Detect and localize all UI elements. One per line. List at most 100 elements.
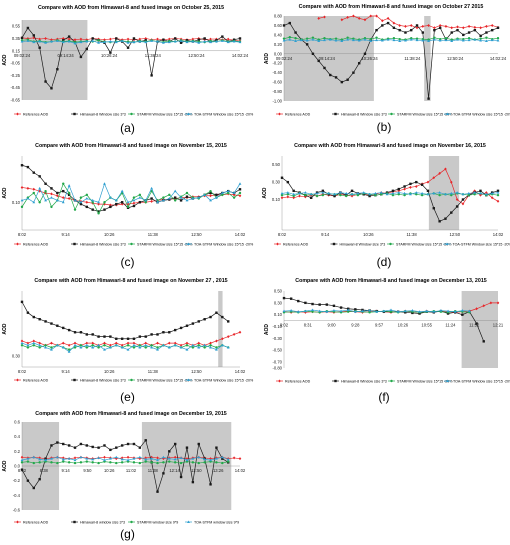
data-point bbox=[179, 475, 183, 479]
data-point bbox=[392, 26, 396, 30]
data-point bbox=[362, 191, 366, 194]
data-point bbox=[173, 328, 177, 332]
data-point bbox=[132, 198, 136, 202]
data-point bbox=[450, 193, 453, 197]
data-point bbox=[79, 345, 83, 349]
data-point bbox=[280, 191, 284, 195]
data-point bbox=[38, 46, 41, 49]
data-point bbox=[132, 343, 136, 347]
data-point bbox=[103, 335, 106, 338]
data-point bbox=[221, 315, 224, 319]
data-point bbox=[150, 333, 153, 336]
data-point bbox=[197, 345, 201, 349]
legend-label: STARFM Window size 15*15 -20% bbox=[397, 112, 453, 116]
data-point bbox=[473, 193, 476, 196]
series-4 bbox=[282, 38, 500, 43]
data-point bbox=[479, 191, 482, 195]
data-point bbox=[162, 198, 165, 202]
data-point bbox=[381, 24, 384, 27]
data-point bbox=[292, 189, 295, 193]
panel-label: (c) bbox=[121, 255, 135, 269]
data-point bbox=[114, 198, 118, 202]
data-point bbox=[209, 315, 212, 319]
data-point bbox=[38, 461, 41, 464]
series-4 bbox=[20, 341, 230, 353]
data-point bbox=[467, 36, 471, 40]
data-point bbox=[73, 461, 77, 465]
data-point bbox=[396, 310, 400, 313]
data-point bbox=[397, 189, 401, 193]
data-point bbox=[490, 23, 494, 27]
x-tick-label: 12:50 bbox=[191, 468, 202, 473]
data-point bbox=[103, 458, 106, 462]
data-point bbox=[305, 37, 309, 40]
x-tick-label: 10:26 bbox=[363, 232, 374, 237]
data-point bbox=[168, 331, 171, 334]
series-line bbox=[21, 182, 241, 215]
data-point bbox=[44, 458, 47, 462]
data-point bbox=[126, 202, 130, 206]
data-point bbox=[50, 348, 53, 351]
data-point bbox=[44, 182, 47, 185]
legend-label: Reference AOD bbox=[23, 242, 49, 246]
data-point bbox=[109, 205, 112, 209]
data-point bbox=[156, 333, 159, 336]
data-point bbox=[404, 39, 407, 42]
data-point bbox=[338, 191, 342, 194]
x-tick-label: 11:38 bbox=[148, 369, 159, 374]
data-point bbox=[232, 196, 236, 199]
data-point bbox=[289, 309, 293, 312]
x-tick-label: 10:26:24 bbox=[361, 56, 378, 61]
data-point bbox=[369, 39, 373, 43]
y-tick-label: -0.50 bbox=[272, 348, 282, 353]
data-point bbox=[97, 461, 100, 465]
series-2 bbox=[282, 21, 500, 100]
data-point bbox=[397, 187, 400, 191]
data-point bbox=[479, 193, 482, 197]
data-point bbox=[339, 306, 343, 309]
data-point bbox=[420, 191, 424, 195]
y-tick-label: 0.35 bbox=[12, 36, 21, 41]
chart-title: Compare with AOD from Himawari-8 and fus… bbox=[294, 143, 486, 149]
data-point bbox=[38, 189, 41, 193]
data-point bbox=[432, 310, 436, 313]
data-point bbox=[20, 205, 24, 209]
data-point bbox=[144, 198, 148, 202]
data-point bbox=[50, 322, 53, 325]
data-point bbox=[132, 201, 136, 205]
data-point bbox=[209, 191, 212, 195]
data-point bbox=[179, 196, 183, 199]
data-point bbox=[79, 200, 83, 204]
x-tick-label: 10:26 bbox=[398, 323, 409, 328]
data-point bbox=[297, 299, 300, 303]
data-point bbox=[438, 220, 441, 223]
data-point bbox=[120, 337, 124, 340]
data-point bbox=[44, 320, 47, 323]
data-point bbox=[173, 343, 177, 347]
data-point bbox=[162, 331, 165, 334]
data-point bbox=[215, 457, 218, 460]
data-point bbox=[156, 200, 159, 204]
data-point bbox=[475, 307, 478, 311]
legend-label: Himawari-8 Window size 3*3 bbox=[80, 242, 126, 246]
data-point bbox=[32, 341, 36, 345]
legend: Reference AOD Himawari-8 Window size 3*3 S… bbox=[14, 242, 254, 246]
y-tick-label: 0.6 bbox=[14, 420, 20, 425]
data-point bbox=[304, 301, 307, 305]
data-point bbox=[114, 343, 118, 347]
legend-marker bbox=[389, 242, 392, 246]
data-point bbox=[67, 328, 71, 332]
chart-panel-d: Compare with AOD from Himawari-8 and fus… bbox=[262, 143, 510, 269]
data-point bbox=[79, 40, 83, 44]
data-point bbox=[221, 193, 224, 197]
data-point bbox=[156, 341, 159, 345]
data-point bbox=[67, 35, 71, 38]
data-point bbox=[138, 345, 142, 349]
data-point bbox=[238, 40, 242, 44]
data-point bbox=[311, 302, 314, 306]
legend: Reference AOD Himawari-8 window size 3*3 S… bbox=[14, 520, 239, 524]
data-point bbox=[496, 191, 500, 194]
legend-label: Himawari-8 window size 3*3 bbox=[80, 520, 125, 524]
y-tick-label: 0.60 bbox=[274, 23, 283, 28]
chart-title: Compare with AOD from Himawari-8 and fus… bbox=[295, 278, 486, 284]
